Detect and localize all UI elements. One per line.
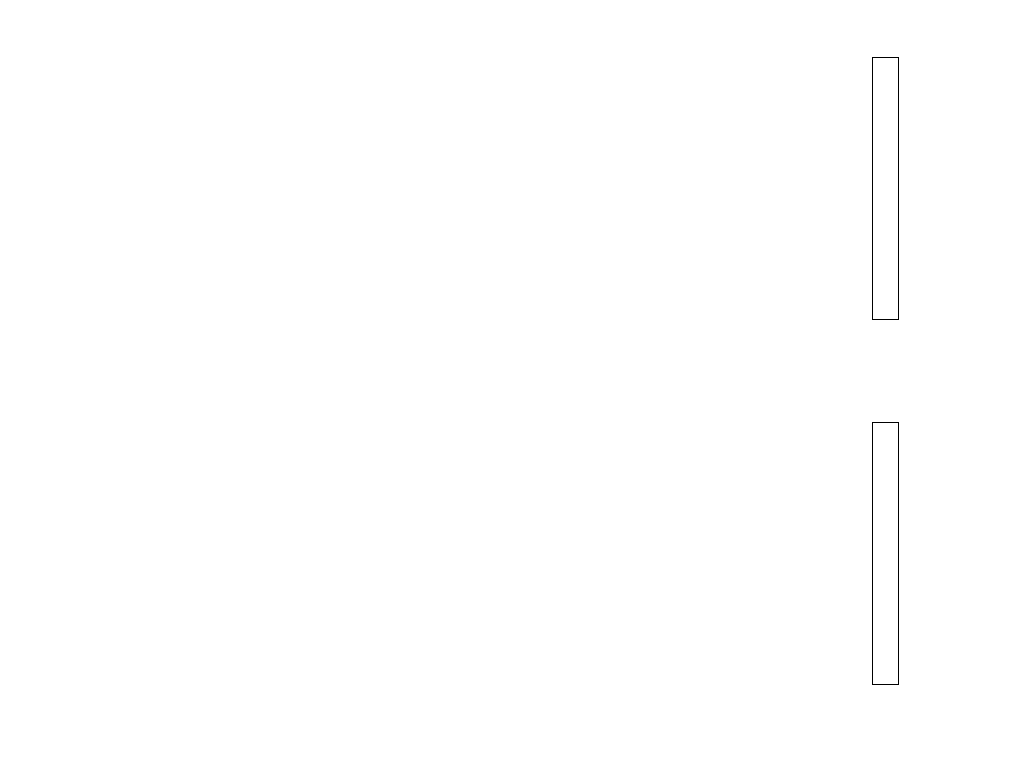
colorbar-bottom	[872, 422, 899, 685]
colorbar-top	[872, 57, 899, 320]
